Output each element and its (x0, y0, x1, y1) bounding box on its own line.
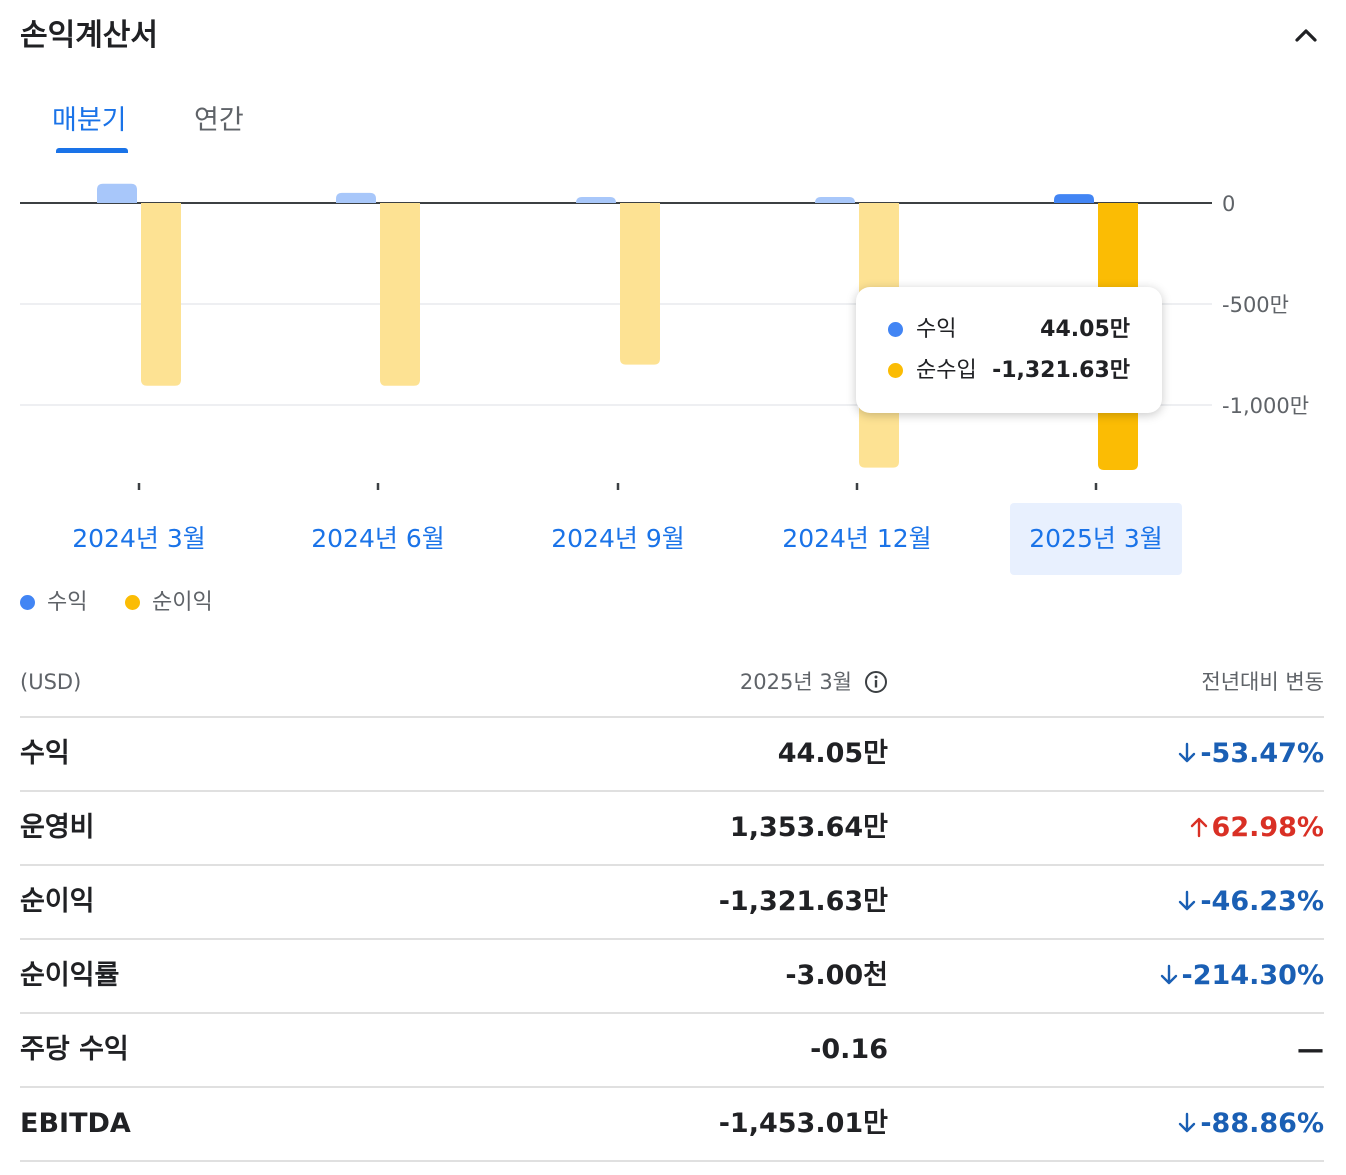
row-change: -46.23% (1176, 866, 1324, 938)
arrow-down-icon (1179, 890, 1196, 911)
row-label: 순이익 (20, 886, 95, 917)
table-body: 수익 44.05만 -53.47% 운영비 1,353.64만 62.98% 순이익 -1,3… (20, 718, 1324, 1162)
tooltip-value: -1,321.63만 (992, 358, 1130, 383)
row-value: -1,321.63만 (718, 886, 888, 917)
table-row: 주당 수익 -0.16 — (20, 1014, 1324, 1088)
bar-revenue[interactable] (815, 196, 855, 203)
row-change: -53.47% (1176, 718, 1324, 790)
row-value: -1,453.01만 (718, 1108, 888, 1139)
chart-tooltip: 수익 44.05만 순수입 -1,321.63만 (856, 287, 1162, 413)
bar-revenue[interactable] (336, 192, 376, 203)
row-label: 운영비 (20, 812, 95, 843)
bar-net-income[interactable] (620, 203, 660, 365)
bar-net-income[interactable] (380, 203, 420, 386)
selected-category-highlight (1010, 503, 1182, 575)
tooltip-dot-net-income (888, 363, 903, 378)
arrow-down-icon (1160, 964, 1177, 985)
chevron-up-icon (1295, 29, 1317, 42)
change-header: 전년대비 변동 (1201, 670, 1324, 694)
table-row: 운영비 1,353.64만 62.98% (20, 792, 1324, 866)
row-change: -214.30% (1158, 940, 1324, 1012)
legend-item-revenue: 수익 (20, 586, 87, 620)
x-tick-label[interactable]: 2024년 9월 (551, 524, 684, 553)
row-value: -3.00천 (785, 960, 888, 991)
tooltip-label: 순수입 (916, 358, 977, 383)
bar-net-income[interactable] (141, 203, 181, 386)
change-value: 62.98% (1211, 812, 1324, 843)
active-tab-indicator (56, 148, 128, 153)
period-label: 2025년 3월 (739, 670, 852, 694)
arrow-up-icon (1190, 817, 1207, 838)
legend-label: 수익 (47, 590, 88, 615)
change-value: -214.30% (1181, 960, 1324, 991)
table-row: 순이익률 -3.00천 -214.30% (20, 940, 1324, 1014)
y-tick-label: -1,000만 (1222, 394, 1309, 418)
row-change: 62.98% (1188, 792, 1324, 864)
row-label: 수익 (20, 738, 70, 769)
tooltip-label: 수익 (916, 317, 957, 342)
section-title: 손익계산서 (20, 18, 158, 53)
bar-revenue[interactable] (97, 183, 137, 203)
bar-revenue[interactable] (1054, 194, 1094, 203)
tooltip-value: 44.05만 (1040, 317, 1130, 342)
change-value: -88.86% (1200, 1108, 1324, 1139)
arrow-down-icon (1179, 742, 1196, 763)
x-tick-label[interactable]: 2025년 3월 (1029, 524, 1162, 553)
legend-dot-revenue (20, 595, 35, 610)
arrow-down-icon (1179, 1112, 1196, 1133)
x-tick-label[interactable]: 2024년 3월 (72, 524, 205, 553)
legend-item-net-income: 순이익 (125, 586, 213, 620)
row-change: — (1297, 1014, 1324, 1086)
row-change: -88.86% (1176, 1088, 1324, 1160)
legend-dot-net-income (125, 595, 140, 610)
change-value: — (1297, 1034, 1324, 1065)
x-tick-label[interactable]: 2024년 12월 (782, 524, 931, 553)
table-header: (USD) 2025년 3월 전년대비 변동 (20, 652, 1324, 718)
change-value: -53.47% (1200, 738, 1324, 769)
row-value: 1,353.64만 (729, 812, 888, 843)
currency-label: (USD) (20, 670, 82, 694)
income-statement-table: (USD) 2025년 3월 전년대비 변동 수익 44.05만 -53.47% 운영… (20, 652, 1324, 1162)
tab-quarterly[interactable]: 매분기 (52, 105, 127, 136)
tooltip-row-net-income: 순수입 -1,321.63만 (888, 350, 1130, 391)
period-header: 2025년 3월 (740, 666, 888, 698)
x-tick-label[interactable]: 2024년 6월 (311, 524, 444, 553)
tooltip-dot-revenue (888, 322, 903, 337)
y-tick-label: 0 (1222, 192, 1235, 216)
row-label: EBITDA (20, 1108, 131, 1139)
collapse-button[interactable] (1288, 18, 1324, 54)
row-value: -0.16 (810, 1034, 888, 1065)
table-row: 순이익 -1,321.63만 -46.23% (20, 866, 1324, 940)
y-tick-label: -500만 (1222, 293, 1289, 317)
row-label: 순이익률 (20, 960, 120, 991)
table-row: EBITDA -1,453.01만 -88.86% (20, 1088, 1324, 1162)
legend-label: 순이익 (152, 590, 213, 615)
section-header: 손익계산서 (20, 14, 1324, 58)
tooltip-row-revenue: 수익 44.05만 (888, 309, 1130, 350)
row-label: 주당 수익 (20, 1034, 129, 1065)
info-icon[interactable] (864, 670, 888, 694)
change-value: -46.23% (1200, 886, 1324, 917)
bar-revenue[interactable] (576, 196, 616, 203)
table-row: 수익 44.05만 -53.47% (20, 718, 1324, 792)
tab-annual[interactable]: 연간 (194, 105, 244, 136)
row-value: 44.05만 (777, 738, 888, 769)
